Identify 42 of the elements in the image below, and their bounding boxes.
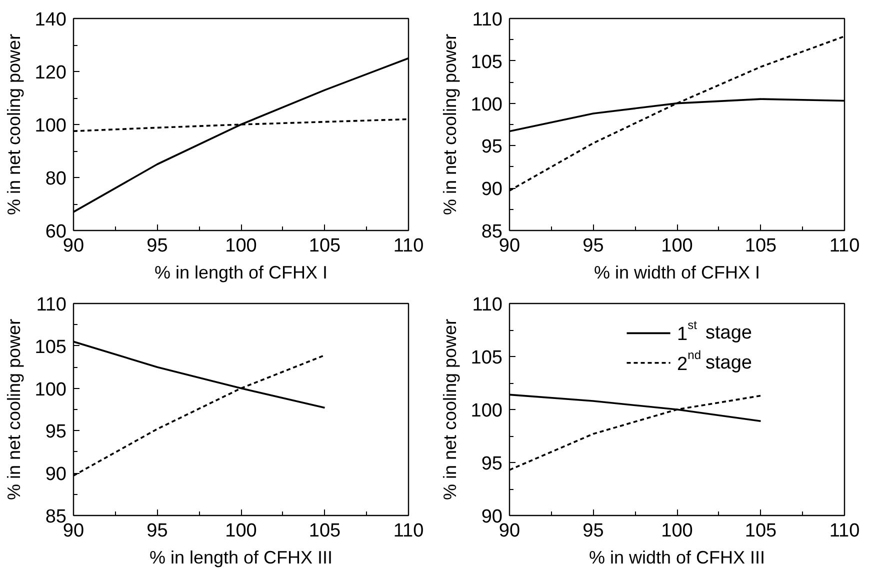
y-tick-label: 95 (481, 136, 503, 158)
x-tick-label: 105 (308, 236, 341, 256)
y-tick-label: 95 (45, 422, 67, 443)
y-tick-label: 105 (470, 348, 502, 368)
y-tick-label: 110 (472, 294, 503, 316)
y-tick-label: 100 (470, 400, 502, 422)
y-axis-title: % in net cooling power (4, 318, 24, 500)
y-tick-label: 95 (481, 454, 503, 474)
x-tick-label: 100 (661, 236, 693, 256)
y-axis-title: % in net cooling power (440, 318, 460, 500)
x-tick-label: 95 (582, 520, 604, 542)
x-tick-label: 100 (225, 520, 257, 542)
x-axis-title: % in length of CFHX I (154, 262, 328, 282)
x-tick-label: 110 (393, 520, 424, 542)
x-tick-label: 95 (582, 236, 604, 256)
x-tick-label: 105 (744, 236, 777, 256)
y-tick-label: 100 (34, 379, 66, 400)
x-tick-label: 100 (225, 236, 257, 256)
x-tick-label: 95 (146, 520, 168, 542)
y-axis-title: % in net cooling power (440, 34, 460, 216)
y-tick-label: 100 (34, 116, 66, 136)
y-tick-label: 90 (45, 464, 67, 486)
y-tick-label: 90 (481, 179, 503, 200)
y-tick-label: 120 (34, 62, 66, 84)
x-tick-label: 110 (393, 236, 424, 256)
y-tick-label: 110 (472, 10, 503, 30)
y-tick-label: 105 (34, 336, 66, 358)
x-axis-title: % in length of CFHX III (149, 548, 333, 568)
x-axis-title: % in width of CFHX III (588, 548, 766, 568)
y-tick-label: 140 (34, 10, 66, 30)
y-axis-title: % in net cooling power (4, 34, 24, 216)
y-tick-label: 100 (470, 94, 502, 116)
x-tick-label: 100 (661, 520, 693, 542)
x-tick-label: 105 (308, 520, 341, 542)
x-axis-title: % in width of CFHX I (594, 262, 760, 282)
y-tick-label: 105 (470, 52, 502, 73)
x-tick-label: 95 (146, 236, 168, 256)
y-tick-label: 80 (45, 168, 67, 190)
x-tick-label: 105 (744, 520, 777, 542)
x-tick-label: 110 (829, 236, 860, 256)
x-tick-label: 110 (829, 520, 860, 542)
y-tick-label: 110 (36, 294, 67, 316)
